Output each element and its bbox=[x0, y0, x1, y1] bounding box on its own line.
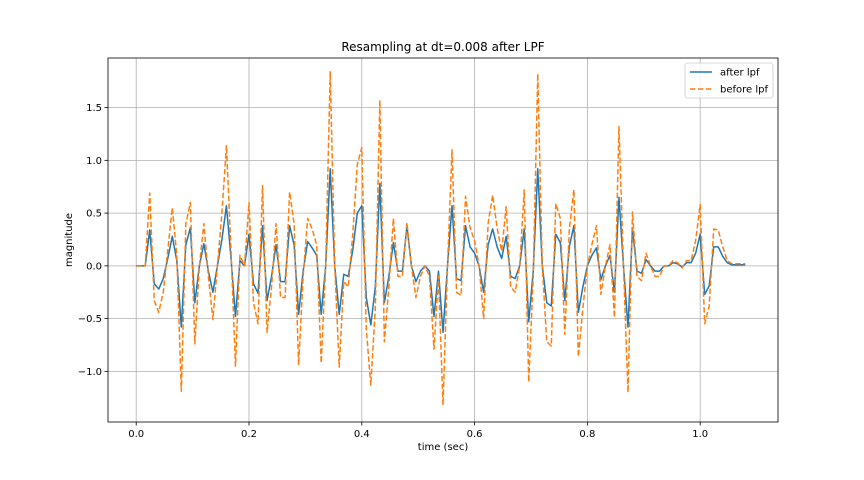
y-tick-label: −1.0 bbox=[78, 367, 102, 378]
y-axis-title: magnitude bbox=[64, 213, 75, 267]
y-tick-label: 1.0 bbox=[86, 156, 102, 167]
x-axis-title: time (sec) bbox=[418, 442, 469, 453]
x-tick-label: 0.2 bbox=[241, 429, 257, 440]
x-axis: 0.0 0.2 0.4 0.6 0.8 1.0 bbox=[128, 422, 708, 440]
legend-label: after lpf bbox=[720, 68, 760, 79]
y-tick-label: −0.5 bbox=[78, 314, 102, 325]
y-tick-label: 1.5 bbox=[86, 103, 102, 114]
plot-area bbox=[136, 70, 746, 406]
plot-frame bbox=[107, 57, 779, 423]
legend: after lpf before lpf bbox=[684, 62, 774, 99]
x-tick-label: 0.8 bbox=[579, 429, 595, 440]
x-tick-label: 1.0 bbox=[692, 429, 708, 440]
y-tick-label: 0.0 bbox=[86, 261, 102, 272]
chart-title: Resampling at dt=0.008 after LPF bbox=[341, 40, 544, 54]
grid bbox=[108, 58, 778, 422]
y-tick-label: 0.5 bbox=[86, 209, 102, 220]
x-tick-label: 0.4 bbox=[354, 429, 370, 440]
legend-label: before lpf bbox=[720, 85, 768, 96]
y-axis: −1.0 −0.5 0.0 0.5 1.0 1.5 bbox=[78, 103, 108, 378]
x-tick-label: 0.6 bbox=[467, 429, 483, 440]
series-line-before-lpf bbox=[136, 70, 746, 406]
x-tick-label: 0.0 bbox=[128, 429, 144, 440]
